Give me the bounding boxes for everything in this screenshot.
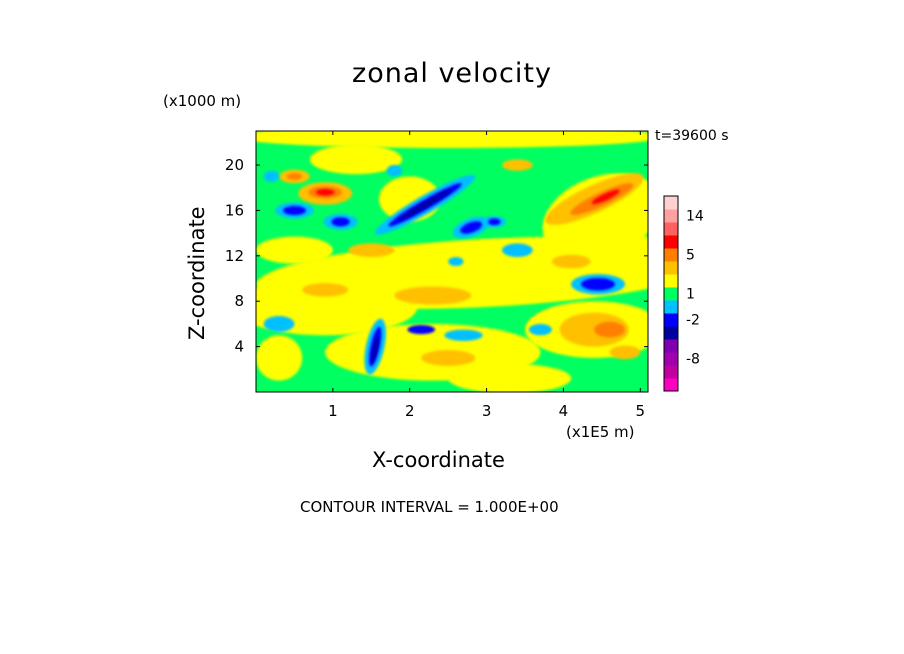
contour-region: [256, 236, 333, 264]
colorbar-label: 14: [686, 209, 704, 225]
plot-frame: [255, 130, 649, 393]
contour-region: [309, 144, 403, 175]
y-tick-label: 20: [225, 156, 244, 174]
colorbar-band: [664, 378, 678, 392]
contour-region: [331, 217, 350, 227]
contour-interval: CONTOUR INTERVAL = 1.000E+00: [300, 498, 559, 516]
x-axis-label: X-coordinate: [372, 448, 505, 472]
colorbar-band: [664, 287, 678, 301]
colorbar-band: [664, 222, 678, 236]
x-tick-label: 4: [559, 402, 569, 420]
contour-region: [398, 189, 452, 221]
x-tick-label: 1: [328, 402, 338, 420]
y-tick-label: 12: [225, 247, 244, 265]
colorbar: 14 5 1 -2 -8: [663, 195, 704, 392]
contour-region: [286, 172, 303, 180]
colorbar-band: [664, 300, 678, 314]
contour-region: [421, 350, 476, 366]
contour-region: [256, 335, 303, 381]
contour-region: [302, 283, 349, 297]
contour-region: [488, 218, 501, 226]
colorbar-label: -8: [686, 352, 700, 368]
colorbar-band: [664, 196, 678, 210]
contour-region: [559, 312, 629, 347]
x-axis-unit: (x1E5 m): [566, 423, 635, 441]
contour-region: [591, 189, 620, 205]
x-tick-label: 3: [482, 402, 492, 420]
contour-region: [315, 188, 335, 196]
y-axis-label: Z-coordinate: [185, 206, 209, 340]
contour-region: [448, 363, 572, 392]
contour-region: [460, 221, 483, 234]
z-axis-unit: (x1000 m): [163, 92, 242, 110]
contour-region: [386, 165, 403, 177]
y-tick-label: 4: [234, 338, 244, 356]
contour-region: [263, 315, 295, 332]
colorbar-band: [664, 339, 678, 353]
colorbar-band: [664, 209, 678, 223]
contour-region: [263, 170, 280, 183]
contour-region: [501, 159, 533, 171]
colorbar-band: [664, 365, 678, 379]
contour-region: [551, 254, 591, 269]
contour-region: [394, 286, 472, 305]
contour-region: [371, 335, 379, 363]
colorbar-label: 1: [686, 287, 695, 303]
colorbar-band: [664, 248, 678, 262]
time-label: t=39600 s: [655, 128, 729, 144]
y-tick-label: 8: [234, 292, 244, 310]
contour-region: [528, 323, 552, 336]
colorbar-band: [664, 313, 678, 327]
chart-title: zonal velocity: [352, 58, 552, 89]
colorbar-band: [664, 352, 678, 366]
colorbar-label: -2: [686, 313, 700, 329]
contour-region: [444, 329, 483, 341]
contour-region: [282, 205, 306, 215]
colorbar-band: [664, 235, 678, 249]
contour-region: [581, 277, 615, 291]
contour-region: [448, 256, 464, 267]
y-tick-label: 16: [225, 201, 244, 219]
contour-region: [501, 243, 533, 257]
x-tick-label: 5: [636, 402, 646, 420]
contour-field: [256, 131, 648, 392]
colorbar-label: 5: [686, 248, 695, 264]
contour-region: [256, 131, 648, 149]
colorbar-frame: [663, 195, 679, 392]
contour-region: [594, 321, 625, 338]
contour-region: [609, 233, 648, 268]
colorbar-band: [664, 274, 678, 288]
colorbar-band: [664, 261, 678, 275]
contour-region: [609, 345, 641, 360]
contour-region: [348, 243, 395, 257]
colorbar-band: [664, 326, 678, 340]
contour-region: [407, 325, 436, 335]
x-tick-label: 2: [405, 402, 415, 420]
